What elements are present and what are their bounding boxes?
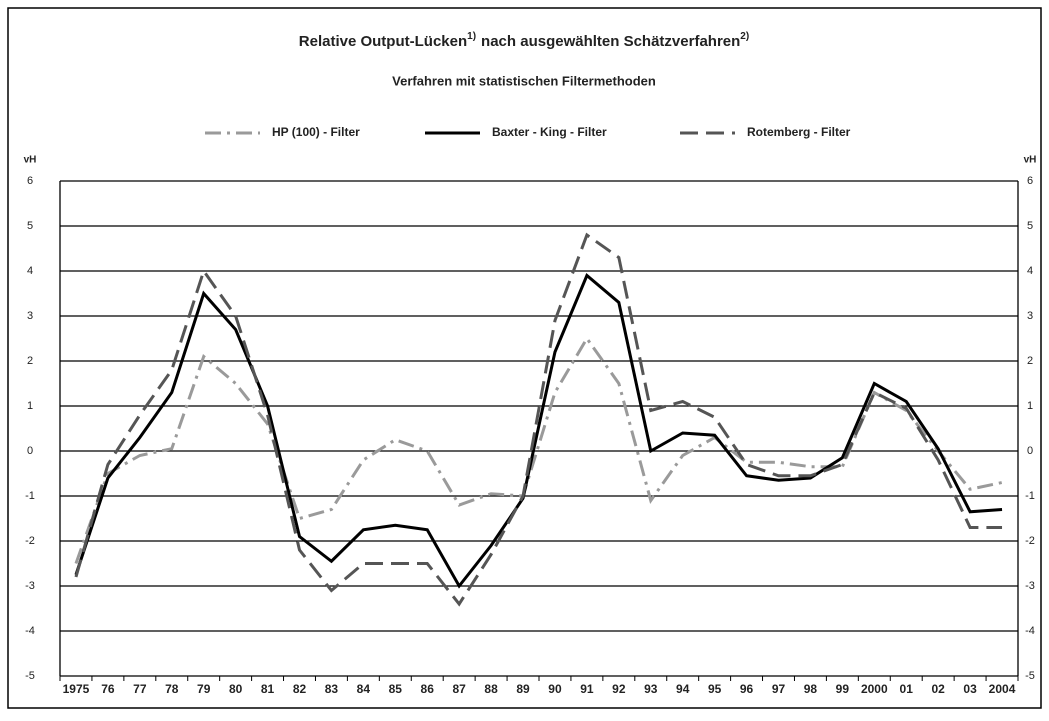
x-tick-label: 83 <box>325 682 339 696</box>
y2-tick-label: 2 <box>1027 355 1033 367</box>
x-tick-label: 99 <box>836 682 850 696</box>
x-tick-label: 86 <box>421 682 435 696</box>
x-tick-label: 84 <box>357 682 371 696</box>
y2-tick-label: 4 <box>1027 265 1033 277</box>
y2-tick-label: -4 <box>1025 625 1035 637</box>
y2-tick-label: -3 <box>1025 580 1035 592</box>
y-tick-label: 6 <box>27 175 33 187</box>
x-tick-label: 98 <box>804 682 818 696</box>
x-tick-label: 97 <box>772 682 786 696</box>
y-tick-label: 5 <box>27 220 33 232</box>
x-tick-label: 01 <box>900 682 914 696</box>
legend-label: HP (100) - Filter <box>272 125 360 139</box>
x-tick-label: 2000 <box>861 682 888 696</box>
x-tick-label: 94 <box>676 682 690 696</box>
title-note: 2) <box>740 31 749 42</box>
y-tick-label: 2 <box>27 355 33 367</box>
x-tick-label: 79 <box>197 682 211 696</box>
x-tick-label: 90 <box>548 682 562 696</box>
y-tick-label: -5 <box>25 670 35 682</box>
x-tick-label: 78 <box>165 682 179 696</box>
x-tick-label: 81 <box>261 682 275 696</box>
legend-label: Baxter - King - Filter <box>492 125 607 139</box>
x-tick-label: 96 <box>740 682 754 696</box>
y-tick-label: -3 <box>25 580 35 592</box>
y2-tick-label: -5 <box>1025 670 1035 682</box>
x-tick-label: 76 <box>101 682 115 696</box>
chart-title: Relative Output-Lücken1) nach ausgewählte… <box>299 31 749 50</box>
title-part: Relative Output-Lücken <box>299 33 467 50</box>
y-tick-label: 1 <box>27 400 33 412</box>
series-line <box>74 273 1003 589</box>
y-tick-label: 4 <box>27 265 33 277</box>
x-tick-label: 80 <box>229 682 243 696</box>
y2-tick-label: -1 <box>1025 490 1035 502</box>
y2-tick-label: 5 <box>1027 220 1033 232</box>
y2-tick-label: -2 <box>1025 535 1035 547</box>
y-axis-label: vH <box>24 155 37 166</box>
x-tick-label: 87 <box>452 682 466 696</box>
y2-tick-label: 0 <box>1027 445 1033 457</box>
x-tick-label: 89 <box>516 682 530 696</box>
x-tick-label: 03 <box>963 682 977 696</box>
y2-tick-label: 3 <box>1027 310 1033 322</box>
x-tick-label: 82 <box>293 682 307 696</box>
title-note: 1) <box>467 31 476 42</box>
series-line <box>74 232 1003 607</box>
y-tick-label: 3 <box>27 310 33 322</box>
chart-frame <box>7 7 1042 709</box>
y2-tick-label: 6 <box>1027 175 1033 187</box>
y-tick-label: -4 <box>25 625 35 637</box>
y2-axis-label: vH <box>1024 155 1037 166</box>
x-tick-label: 91 <box>580 682 594 696</box>
x-tick-label: 93 <box>644 682 658 696</box>
x-tick-label: 77 <box>133 682 147 696</box>
title-part: nach ausgewählten Schätzverfahren <box>481 33 740 50</box>
x-tick-label: 92 <box>612 682 626 696</box>
y2-tick-label: 1 <box>1027 400 1033 412</box>
x-tick-label: 88 <box>484 682 498 696</box>
x-tick-label: 95 <box>708 682 722 696</box>
y-tick-label: -1 <box>25 490 35 502</box>
x-tick-label: 85 <box>389 682 403 696</box>
y-tick-label: 0 <box>27 445 33 457</box>
y-tick-label: -2 <box>25 535 35 547</box>
legend-label: Rotemberg - Filter <box>747 125 851 139</box>
x-tick-label: 1975 <box>63 682 90 696</box>
x-tick-label: 02 <box>931 682 945 696</box>
x-tick-label: 2004 <box>989 682 1016 696</box>
chart-subtitle: Verfahren mit statistischen Filtermethod… <box>392 73 656 88</box>
